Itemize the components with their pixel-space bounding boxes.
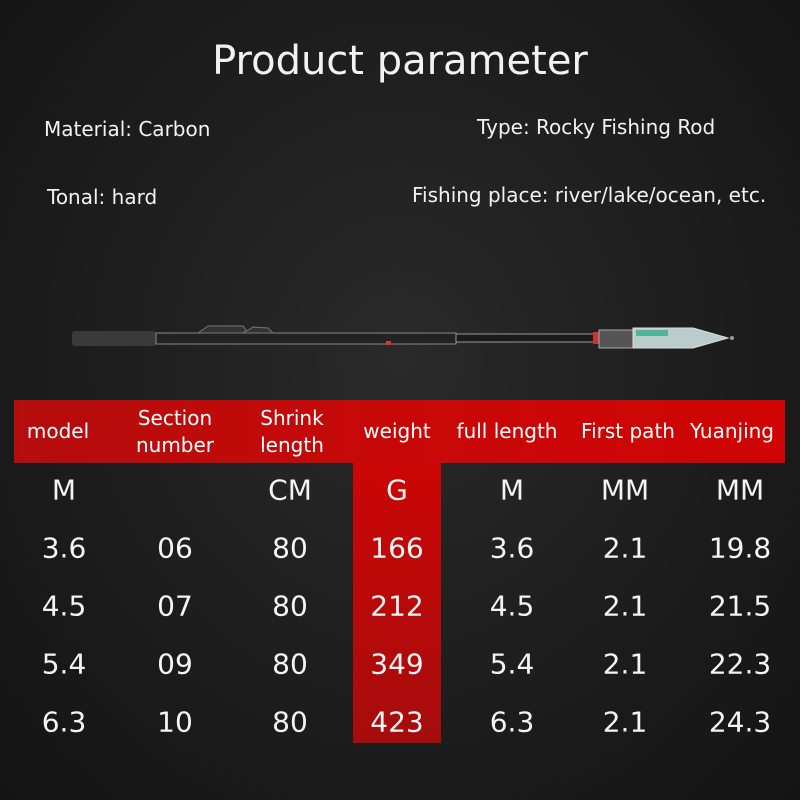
- cell-full-length: 5.4: [489, 647, 535, 681]
- cell-weight: 212: [370, 589, 424, 623]
- spec-type: Type: Rocky Fishing Rod: [477, 115, 716, 139]
- page-title: Product parameter: [212, 38, 588, 84]
- cell-yuanjing: 19.8: [708, 531, 772, 565]
- cell-first-path: 2.1: [602, 647, 648, 681]
- cell-section-number: 10: [157, 705, 193, 739]
- cell-yuanjing: 21.5: [708, 589, 772, 623]
- header-shrink-length: Shrink length: [260, 405, 324, 457]
- cell-shrink-length: 80: [272, 647, 308, 681]
- cell-model: 5.4: [41, 647, 87, 681]
- cell-weight: 423: [370, 705, 424, 739]
- cell-weight: 349: [370, 647, 424, 681]
- header-section-number: Section number: [135, 405, 215, 457]
- weight-column-highlight: [353, 463, 441, 743]
- unit-shrink-length: CM: [268, 473, 312, 507]
- cell-first-path: 2.1: [602, 705, 648, 739]
- header-full-length: full length: [456, 419, 558, 443]
- cell-section-number: 07: [157, 589, 193, 623]
- fishing-rod-image: [72, 325, 734, 349]
- table-header-row: [14, 400, 785, 463]
- cell-model: 3.6: [41, 531, 87, 565]
- cell-shrink-length: 80: [272, 531, 308, 565]
- cell-shrink-length: 80: [272, 589, 308, 623]
- cell-full-length: 6.3: [489, 705, 535, 739]
- spec-material: Material: Carbon: [44, 117, 211, 141]
- cell-full-length: 3.6: [489, 531, 535, 565]
- header-first-path: First path: [581, 419, 675, 443]
- cell-shrink-length: 80: [272, 705, 308, 739]
- spec-tonal: Tonal: hard: [47, 185, 158, 209]
- header-weight: weight: [363, 419, 431, 443]
- cell-section-number: 06: [157, 531, 193, 565]
- cell-section-number: 09: [157, 647, 193, 681]
- cell-first-path: 2.1: [602, 589, 648, 623]
- spec-place: Fishing place: river/lake/ocean, etc.: [412, 183, 767, 207]
- cell-first-path: 2.1: [602, 531, 648, 565]
- cell-model: 4.5: [41, 589, 87, 623]
- unit-first-path: MM: [600, 473, 650, 507]
- cell-yuanjing: 22.3: [708, 647, 772, 681]
- cell-model: 6.3: [41, 705, 87, 739]
- unit-model: M: [51, 473, 77, 507]
- cell-yuanjing: 24.3: [708, 705, 772, 739]
- header-yuanjing: Yuanjing: [689, 419, 775, 443]
- unit-yuanjing: MM: [715, 473, 765, 507]
- cell-full-length: 4.5: [489, 589, 535, 623]
- unit-weight: G: [386, 473, 408, 507]
- unit-full-length: M: [499, 473, 525, 507]
- cell-weight: 166: [370, 531, 424, 565]
- header-model: model: [26, 419, 90, 443]
